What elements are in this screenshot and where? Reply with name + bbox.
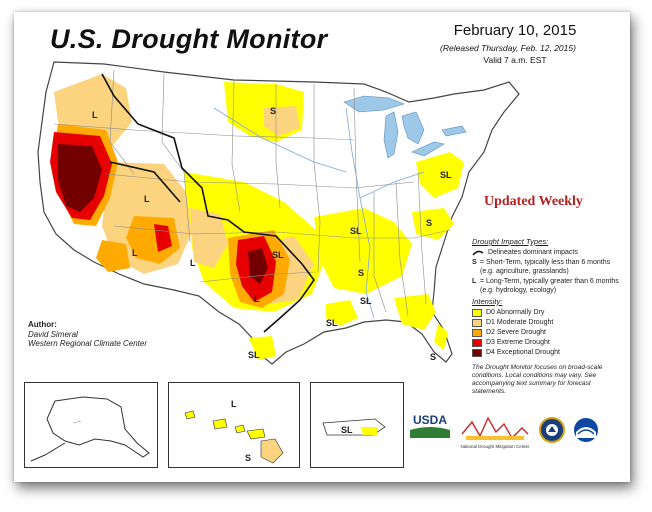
- label-long-term: L: [190, 258, 196, 268]
- impact-types-heading: Drought Impact Types:: [472, 237, 549, 246]
- lake-huron: [401, 111, 425, 145]
- updated-weekly-banner: Updated Weekly: [484, 194, 583, 209]
- author-block: Author: David Simeral Western Regional C…: [28, 320, 147, 349]
- usda-logo: USDA: [408, 412, 452, 445]
- boundary-line-icon: [472, 250, 484, 256]
- rivers: [213, 107, 425, 319]
- lake-ontario: [441, 125, 467, 137]
- alaska-map: [30, 396, 150, 462]
- drought-monitor-panel: U.S. Drought Monitor February 10, 2015 (…: [14, 12, 630, 482]
- legend-delineates: Delineates dominant impacts: [472, 249, 624, 258]
- d1-swatch: [472, 319, 482, 328]
- label-long-term: L: [144, 194, 150, 204]
- d3-swatch: [472, 339, 482, 348]
- valid-time: Valid 7 a.m. EST: [483, 55, 547, 65]
- label-short-long: SL: [326, 318, 338, 328]
- state-borders: [53, 69, 451, 317]
- legend-long-term: L = Long-Term, typically greater than 6 …: [472, 278, 619, 294]
- hawaii-label-short: S: [245, 453, 251, 463]
- legend-short-term: S = Short-Term, typically less than 6 mo…: [472, 259, 611, 275]
- ndmc-graph-icon: National Drought Mitigation Center: [460, 416, 530, 449]
- release-date: (Released Thursday, Feb. 12, 2015): [440, 43, 576, 53]
- us-drought-map: L S L L L SL L SL S SL S SL SL S SL: [37, 61, 520, 365]
- intensity-item: D2 Severe Drought: [472, 328, 624, 338]
- lake-erie: [411, 141, 445, 157]
- author-heading: Author:: [28, 320, 57, 329]
- doc-seal: [538, 416, 566, 449]
- intensity-item: D3 Extreme Drought: [472, 338, 624, 348]
- map-date: February 10, 2015: [453, 22, 577, 39]
- d4-swatch: [472, 349, 482, 358]
- legend: Drought Impact Types: Delineates dominan…: [472, 237, 624, 395]
- noaa-icon: [574, 418, 598, 442]
- label-long-term: L: [92, 110, 98, 120]
- lake-michigan: [383, 111, 399, 159]
- label-short-term: S: [430, 352, 436, 362]
- puerto-rico-inset: SL: [310, 382, 404, 468]
- hawaii-map: L S: [184, 399, 284, 464]
- pr-label-short-long: SL: [341, 425, 353, 435]
- label-short-term: S: [426, 218, 432, 228]
- impact-labels: L S L L L SL L SL S SL S SL SL S SL: [92, 106, 452, 362]
- label-long-term: L: [254, 294, 260, 304]
- label-short-long: SL: [350, 226, 362, 236]
- label-short-term: S: [358, 268, 364, 278]
- intensity-heading: Intensity:: [472, 296, 503, 306]
- intensity-item: D0 Abnormally Dry: [472, 308, 624, 318]
- map-title: U.S. Drought Monitor: [50, 24, 328, 54]
- hawaii-label-long: L: [231, 399, 237, 409]
- intensity-item: D1 Moderate Drought: [472, 318, 624, 328]
- d2-swatch: [472, 329, 482, 338]
- focus-note: The Drought Monitor focuses on broad-sca…: [472, 364, 603, 395]
- label-short-long: SL: [360, 296, 372, 306]
- usda-mark-icon: USDA: [410, 413, 450, 438]
- hawaii-inset: L S: [168, 382, 300, 468]
- label-short-long: SL: [272, 250, 284, 260]
- label-short-long: SL: [440, 170, 452, 180]
- label-long-term: L: [132, 248, 138, 258]
- author-name: David Simeral: [28, 329, 78, 339]
- d0-swatch: [472, 309, 482, 318]
- alaska-inset: [24, 382, 158, 468]
- intensity-list: D0 Abnormally Dry D1 Moderate Drought D2…: [472, 308, 624, 358]
- commerce-seal-icon: [539, 417, 565, 443]
- ndmc-logo: National Drought Mitigation Center: [458, 414, 532, 455]
- impact-boundaries: [101, 73, 315, 333]
- label-short-long: SL: [248, 350, 260, 360]
- usda-text: USDA: [413, 413, 447, 427]
- author-org: Western Regional Climate Center: [28, 339, 148, 348]
- d4-areas: [58, 144, 268, 284]
- ndmc-text: National Drought Mitigation Center: [460, 444, 530, 449]
- puerto-rico-map: SL: [322, 418, 386, 436]
- label-short-term: S: [270, 106, 276, 116]
- intensity-item: D4 Exceptional Drought: [472, 348, 624, 358]
- lake-superior: [343, 95, 405, 113]
- noaa-logo: [572, 416, 600, 449]
